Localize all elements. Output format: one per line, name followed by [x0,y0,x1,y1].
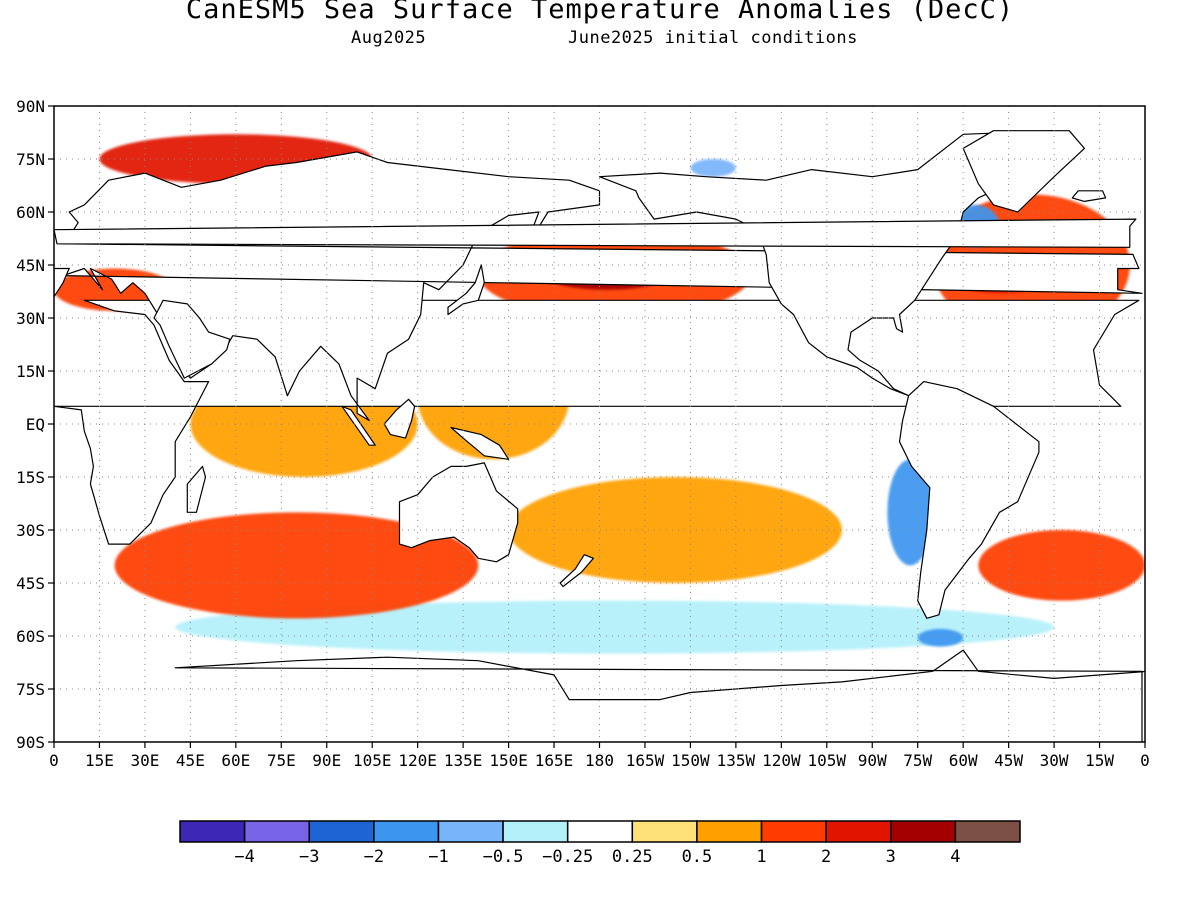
x-tick-label: 135E [444,751,483,770]
y-tick-label: 15N [16,362,45,381]
region-beaufort-sea [690,159,736,177]
region-drake-passage [917,628,964,647]
land-japan [447,264,485,316]
plot-area: 90N 75N 60N 45N 30N 15N EQ 15S 30S 45S 60S 75S 90S 0… [16,97,1150,770]
colorbar-label: 1 [756,847,766,867]
land-antarctica [174,649,1145,742]
x-tick-label: 165E [535,751,574,770]
x-tick-label: 120E [398,751,437,770]
colorbar-swatch [696,820,763,843]
land-masses [54,130,1145,742]
colorbar-label: −2 [364,847,384,867]
colorbar-swatch [373,820,440,843]
x-tick-label: 45E [176,751,205,770]
y-tick-label: 15S [16,468,45,487]
land-borneo [383,398,416,439]
colorbar: −4 −3 −2 −1 −0.5 −0.25 0.25 0.5 1 2 3 4 [179,820,1021,867]
colorbar-swatch [890,820,957,843]
y-tick-label: 75S [16,680,45,699]
land-sumatra [341,405,376,446]
x-tick-label: 15W [1085,751,1114,770]
land-africa [54,299,1140,545]
x-tick-label: 90E [312,751,341,770]
x-tick-label: 60E [221,751,250,770]
y-tick-label: 30N [16,309,45,328]
x-tick-label: 150E [489,751,528,770]
colorbar-label: −0.25 [542,847,593,867]
region-southern-ocean-cool-patches [175,600,1055,654]
land-australia [398,462,519,563]
y-tick-label: 75N [16,150,45,169]
longitude-axis: 0 15E 30E 45E 60E 75E 90E 105E 120E 135E 150E 165E 1… [49,742,1150,770]
region-southern-indian-ocean [114,512,479,619]
colorbar-label: −3 [299,847,319,867]
x-tick-label: 30E [130,751,159,770]
grid-lines [54,106,1145,742]
y-tick-label: 60S [16,627,45,646]
colorbar-label: −4 [234,847,254,867]
colorbar-label: 2 [821,847,831,867]
land-madagascar [186,465,207,513]
y-tick-label: 30S [16,521,45,540]
colorbar-swatch [179,820,246,843]
x-tick-label: 15E [85,751,114,770]
colorbar-label: 0.25 [612,847,653,867]
x-tick-label: 75E [267,751,296,770]
land-iberia-east [54,267,71,298]
colorbar-swatch [502,820,569,843]
y-tick-label: 60N [16,203,45,222]
x-tick-label: 150W [671,751,710,770]
land-north-america [598,130,1070,397]
x-tick-label: 75W [903,751,932,770]
colorbar-label: −0.5 [483,847,524,867]
region-south-pacific-diagonal-band [508,477,842,583]
y-tick-label: EQ [26,415,45,434]
colorbar-label: −1 [428,847,448,867]
colorbar-swatch [825,820,892,843]
colorbar-label: 0.5 [682,847,713,867]
x-tick-label: 165W [626,751,665,770]
x-tick-label: 135W [717,751,756,770]
x-tick-label: 60W [949,751,978,770]
y-tick-label: 90N [16,97,45,116]
x-tick-label: 0 [1140,751,1150,770]
colorbar-swatch [760,820,827,843]
x-tick-label: 45W [994,751,1023,770]
x-tick-label: 180 [585,751,614,770]
colorbar-swatch [566,820,634,843]
colorbar-swatch [308,820,375,843]
colorbar-swatch [243,820,310,843]
colorbar-label: 4 [950,847,960,867]
colorbar-label: 3 [886,847,896,867]
land-new-guinea [450,426,510,460]
x-tick-label: 30W [1040,751,1069,770]
land-new-zealand [559,554,595,588]
forecast-month: Aug2025 [351,28,427,48]
x-tick-label: 105W [808,751,847,770]
x-tick-label: 0 [49,751,59,770]
land-iceland [1071,190,1107,202]
land-arabia [153,299,231,379]
initial-conditions: June2025 initial conditions [568,28,858,48]
y-tick-label: 45N [16,256,45,275]
colorbar-swatch [631,820,698,843]
colorbar-swatch [954,820,1021,843]
colorbar-swatch [437,820,504,843]
map-title: CanESM5 Sea Surface Temperature Anomalie… [185,0,1015,25]
land-greenland [962,130,1086,213]
latitude-axis: 90N 75N 60N 45N 30N 15N EQ 15S 30S 45S 60S 75S 90S [16,97,54,752]
y-tick-label: 45S [16,574,45,593]
y-tick-label: 90S [16,733,45,752]
x-tick-label: 120W [762,751,801,770]
x-tick-label: 90W [858,751,887,770]
region-peru-coast [887,459,933,566]
x-tick-label: 105E [353,751,392,770]
region-south-atlantic-warm-band [978,530,1145,601]
